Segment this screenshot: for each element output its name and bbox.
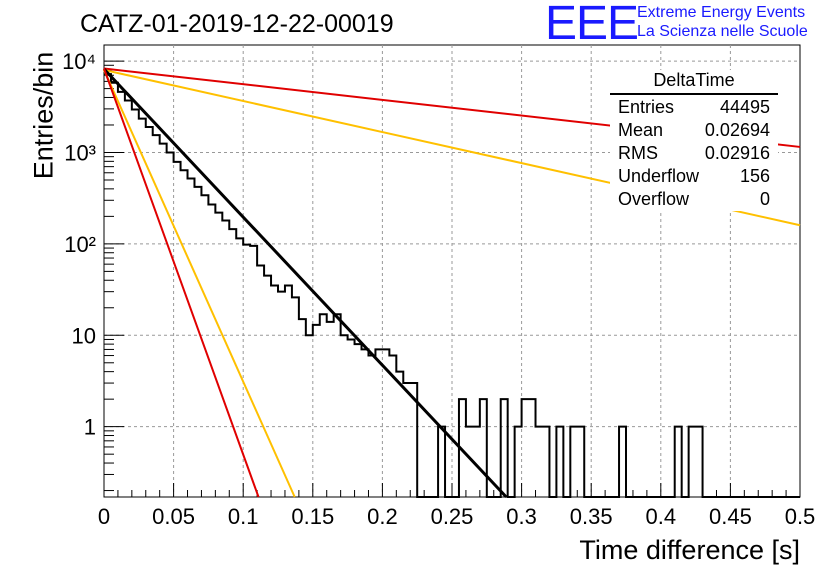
stats-row-entries: Entries 44495 (610, 96, 778, 119)
stats-label: Entries (618, 97, 675, 117)
x-tick-label: 0.35 (570, 504, 613, 529)
stats-box: DeltaTime Entries 44495 Mean 0.02694 RMS… (610, 70, 778, 211)
stats-title: DeltaTime (610, 70, 778, 95)
x-tick-label: 0.3 (506, 504, 537, 529)
x-tick-label: 0.5 (785, 504, 816, 529)
stats-row-underflow: Underflow 156 (610, 165, 778, 188)
x-tick-label: 0.2 (367, 504, 398, 529)
y-tick-label: 10² (64, 232, 96, 257)
stats-value: 0.02694 (704, 120, 770, 140)
x-axis-label: Time difference [s] (579, 535, 800, 565)
y-tick-label: 10⁴ (62, 49, 96, 74)
logo-caption: Extreme Energy Events La Scienza nelle S… (637, 3, 808, 41)
stats-value: 0.02916 (704, 143, 770, 163)
y-tick-label: 10 (72, 323, 96, 348)
stats-label: Overflow (618, 189, 690, 209)
y-axis-label: Entries/bin (28, 51, 59, 180)
x-tick-label: 0.15 (291, 504, 334, 529)
y-tick-label: 1 (84, 415, 96, 440)
chart-title: CATZ-01-2019-12-22-00019 (80, 10, 394, 38)
logo-line-1: Extreme Energy Events (637, 4, 806, 21)
eee-logo: EEE (545, 0, 639, 50)
stats-value: 0 (759, 189, 770, 209)
stats-label: RMS (618, 143, 658, 163)
fit-line-black (102, 67, 508, 499)
stats-row-rms: RMS 0.02916 (610, 142, 778, 165)
y-tick-label: 10³ (64, 140, 96, 165)
stats-value: 44495 (719, 97, 770, 117)
fit-line-red (103, 68, 260, 498)
logo-line-2: La Scienza nelle Scuole (637, 23, 808, 40)
histogram (104, 73, 800, 498)
stats-value: 156 (739, 166, 770, 186)
x-tick-label: 0.25 (431, 504, 474, 529)
x-tick-label: 0 (98, 504, 110, 529)
x-tick-label: 0.45 (709, 504, 752, 529)
stats-label: Mean (618, 120, 664, 140)
x-tick-label: 0.05 (152, 504, 195, 529)
stats-label: Underflow (618, 166, 700, 186)
stats-row-mean: Mean 0.02694 (610, 119, 778, 142)
x-tick-label: 0.1 (228, 504, 259, 529)
x-tick-label: 0.4 (646, 504, 677, 529)
fit-line-yellow (103, 69, 296, 498)
stats-row-overflow: Overflow 0 (610, 188, 778, 211)
